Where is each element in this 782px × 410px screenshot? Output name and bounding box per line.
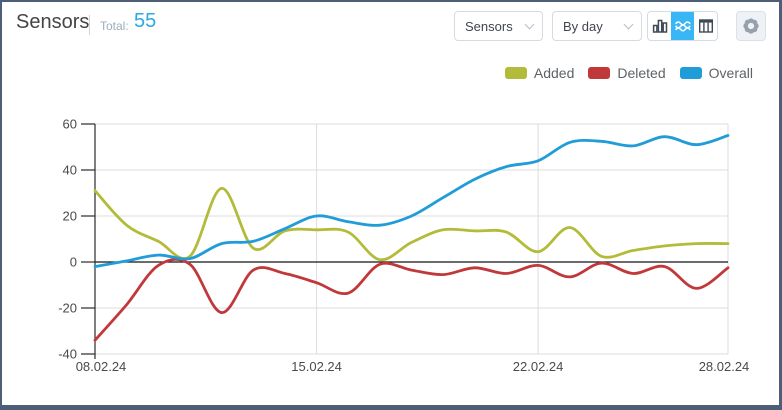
legend-label: Deleted xyxy=(617,65,666,81)
table-view-button[interactable] xyxy=(694,12,717,40)
x-tick-label: 28.02.24 xyxy=(699,359,750,374)
added-line xyxy=(93,187,730,262)
total-value: 55 xyxy=(134,10,157,32)
y-axis-labels: 60 40 20 0 -20 -40 xyxy=(58,117,77,362)
legend-item-deleted[interactable]: Deleted xyxy=(588,65,666,81)
x-tick-label: 22.02.24 xyxy=(513,359,564,374)
legend-item-overall[interactable]: Overall xyxy=(679,65,753,81)
legend-item-added[interactable]: Added xyxy=(504,65,575,81)
y-tick-label: 0 xyxy=(70,255,77,270)
y-tick-label: 60 xyxy=(63,117,77,132)
period-select-value: By day xyxy=(563,18,603,34)
sensors-chart: 60 40 20 0 -20 -40 08.02.24 15.02.24 22.… xyxy=(58,117,750,375)
bar-view-button[interactable] xyxy=(648,12,671,40)
legend-label: Overall xyxy=(708,65,753,81)
title-divider xyxy=(89,15,90,35)
x-tick-label: 08.02.24 xyxy=(76,359,127,374)
chart-legend: Added Deleted Overall xyxy=(504,65,753,81)
chevron-down-icon xyxy=(524,19,535,30)
view-toggle-group xyxy=(647,11,718,41)
page-title: Sensors xyxy=(16,11,90,33)
deleted-swatch xyxy=(588,67,611,79)
table-icon xyxy=(698,19,713,33)
y-axis xyxy=(81,123,96,359)
period-select[interactable]: By day xyxy=(552,11,642,41)
y-tick-label: 20 xyxy=(63,209,77,224)
type-select[interactable]: Sensors xyxy=(454,11,543,41)
type-select-value: Sensors xyxy=(465,18,513,34)
stream-chart-icon xyxy=(674,21,691,32)
added-swatch xyxy=(504,67,527,79)
chart-gridlines xyxy=(95,123,729,355)
stream-view-button[interactable] xyxy=(671,12,694,40)
y-tick-label: 40 xyxy=(63,163,77,178)
x-axis-labels: 08.02.24 15.02.24 22.02.24 28.02.24 xyxy=(76,359,750,374)
overall-line xyxy=(93,134,730,268)
y-tick-label: -40 xyxy=(58,347,77,362)
bar-chart-icon xyxy=(652,19,667,33)
deleted-line xyxy=(93,257,730,342)
x-tick-label: 15.02.24 xyxy=(291,359,342,374)
total-label: Total: xyxy=(100,19,129,33)
legend-label: Added xyxy=(533,65,575,81)
overall-swatch xyxy=(679,67,702,79)
gear-icon xyxy=(743,18,759,34)
settings-button[interactable] xyxy=(736,11,766,41)
chevron-down-icon xyxy=(623,19,634,30)
y-tick-label: -20 xyxy=(58,301,77,316)
